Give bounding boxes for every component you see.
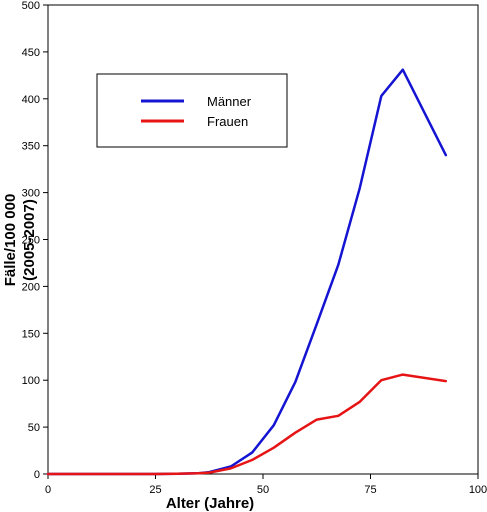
y-tick-label: 0 bbox=[34, 469, 40, 481]
y-tick-label: 150 bbox=[22, 328, 40, 340]
x-tick-label: 0 bbox=[45, 484, 51, 496]
y-tick-label: 500 bbox=[22, 0, 40, 12]
x-tick-label: 75 bbox=[364, 484, 376, 496]
y-tick-label: 250 bbox=[22, 235, 40, 247]
series-line-frauen bbox=[46, 373, 448, 476]
y-tick-label: 100 bbox=[22, 375, 40, 387]
x-tick-label: 100 bbox=[469, 484, 487, 496]
legend-label: Frauen bbox=[207, 114, 248, 129]
y-tick-label: 200 bbox=[22, 281, 40, 293]
y-tick-label: 50 bbox=[28, 422, 40, 434]
legend-box bbox=[96, 73, 288, 148]
x-tick-label: 25 bbox=[149, 484, 161, 496]
y-tick-label: 400 bbox=[22, 94, 40, 106]
y-axis-title-line: Fälle/100 000 bbox=[2, 194, 19, 287]
y-tick-label: 300 bbox=[22, 188, 40, 200]
y-axis-title-line: (2005-2007) bbox=[21, 199, 38, 281]
y-tick-label: 350 bbox=[22, 141, 40, 153]
y-tick-label: 450 bbox=[22, 47, 40, 59]
legend: Männer Frauen bbox=[96, 73, 288, 148]
plot-area: 0 50 100 150 200 250 300 350 400 450 500 0 25 50 75 100 bbox=[22, 0, 487, 496]
x-axis-title: Alter (Jahre) bbox=[166, 495, 254, 512]
legend-label: Männer bbox=[207, 94, 252, 109]
x-tick-label: 50 bbox=[257, 484, 269, 496]
y-axis-title: Fälle/100 000 (2005-2007) bbox=[2, 194, 38, 287]
